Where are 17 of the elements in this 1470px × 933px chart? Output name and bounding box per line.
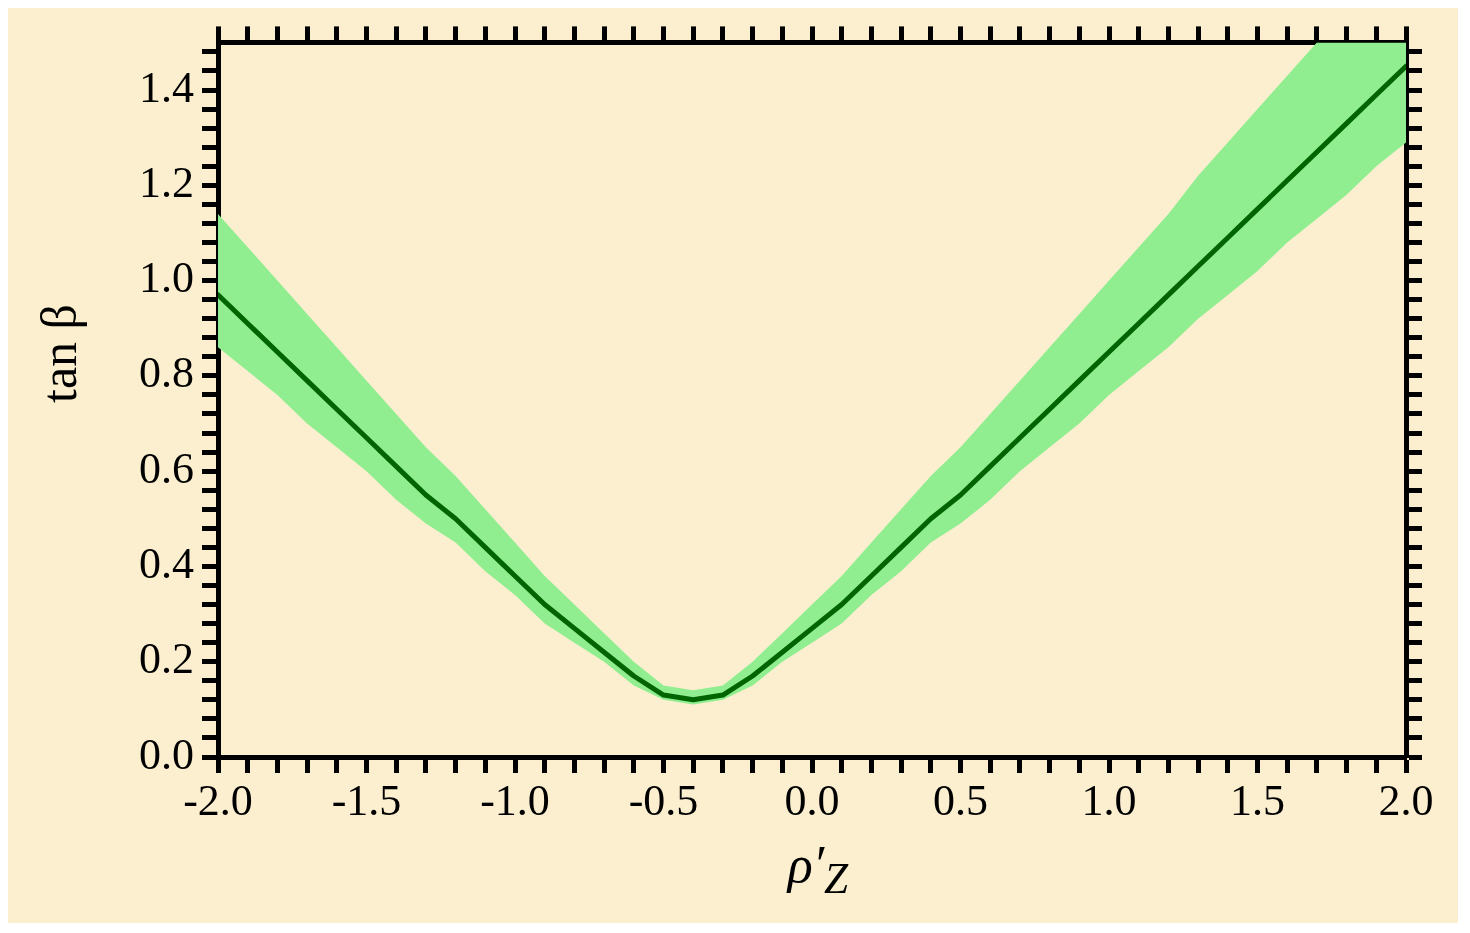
x-tick-label: 1.0 — [1081, 775, 1137, 825]
x-tick-label: 2.0 — [1378, 775, 1434, 825]
y-tick-label: 0.8 — [139, 348, 194, 398]
y-tick-label: 0.4 — [139, 539, 194, 588]
x-tick-label: -0.5 — [628, 775, 699, 825]
x-tick-label: -1.5 — [331, 775, 402, 825]
y-axis-title: tan β — [30, 303, 88, 403]
y-tick-label: 1.4 — [139, 62, 194, 112]
x-tick-label: 1.5 — [1230, 775, 1285, 825]
x-tick-label: -1.0 — [480, 775, 550, 825]
y-tick-label: 0.2 — [139, 634, 194, 684]
x-tick-label: 0.5 — [933, 775, 988, 825]
y-tick-label: 1.0 — [139, 253, 194, 303]
y-tick-label: 0.6 — [139, 443, 194, 493]
x-tick-label: 0.0 — [784, 775, 840, 825]
y-tick-label: 1.2 — [139, 157, 194, 207]
x-axis-title: ρ′$_{Z}$ — [785, 835, 850, 904]
